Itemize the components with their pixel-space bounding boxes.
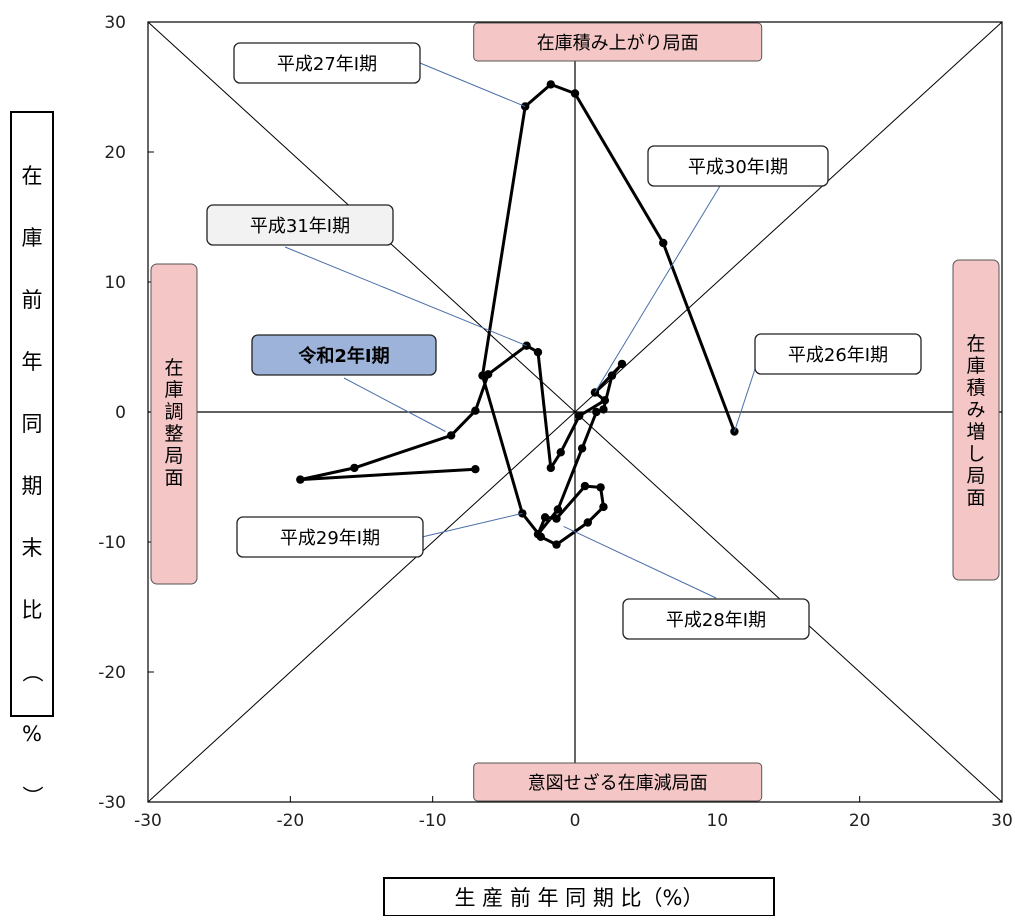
data-point	[599, 502, 608, 512]
callout-label: 平成26年Ⅰ期	[788, 345, 888, 366]
y-axis-title-char: ）	[20, 786, 44, 807]
data-point	[552, 514, 561, 523]
phase-label-top: 在庫積み上がり局面	[537, 33, 699, 54]
data-point	[575, 411, 584, 421]
data-point	[607, 371, 617, 380]
phase-label-right-char: 局	[966, 465, 985, 487]
callout-label: 平成28年Ⅰ期	[666, 610, 766, 631]
x-tick-label: 30	[991, 811, 1013, 831]
phase-label-right-box	[952, 259, 1000, 581]
data-point	[533, 348, 543, 357]
y-tick-label: 10	[104, 273, 126, 293]
callout-leader	[563, 525, 717, 599]
callout-box	[206, 204, 394, 246]
x-tick-label: 0	[570, 811, 581, 831]
data-point	[592, 407, 601, 417]
x-tick-label: 10	[707, 811, 729, 831]
data-point	[533, 530, 543, 539]
y-axis-title-char: 期	[22, 474, 43, 498]
phase-label-right-char: 庫	[966, 355, 985, 377]
x-axis-title: 生 産 前 年 同 期 比（%）	[454, 886, 703, 910]
data-point	[570, 89, 580, 98]
y-axis-title-char: 年	[22, 350, 43, 374]
phase-label-bottom: 意図せざる在庫減局面	[528, 772, 708, 794]
data-point	[659, 238, 668, 248]
data-point	[583, 518, 593, 527]
phase-label-top-box	[473, 22, 763, 62]
x-tick-label: -30	[134, 811, 162, 831]
phase-label-right-char: 在	[966, 333, 985, 355]
y-axis-title-char: 前	[22, 288, 43, 312]
y-axis-title-char: 比	[22, 598, 43, 622]
y-axis-title-char: %	[22, 722, 42, 746]
y-axis-title-char: 庫	[22, 226, 43, 250]
data-point	[471, 465, 480, 474]
callout-box	[233, 42, 421, 84]
data-point	[577, 444, 587, 453]
data-point	[553, 505, 563, 514]
data-point	[471, 406, 480, 415]
callout-leader	[594, 185, 721, 393]
data-point	[446, 431, 456, 440]
data-point	[552, 540, 561, 549]
callout-label: 平成31年Ⅰ期	[250, 216, 350, 237]
phase-label-right-char: し	[966, 443, 985, 465]
data-point	[540, 513, 550, 522]
x-axis-title-box	[383, 877, 775, 917]
phase-label-right-char: 増	[966, 421, 985, 443]
y-tick-label: 30	[104, 13, 126, 33]
y-axis-title-char: 同	[22, 412, 43, 436]
y-tick-label: 0	[115, 403, 126, 423]
callout-box	[236, 516, 424, 558]
data-point	[350, 463, 359, 473]
data-point	[483, 370, 493, 379]
data-point	[600, 396, 610, 405]
callout-box	[754, 333, 922, 375]
phase-label-left-char: 面	[164, 467, 183, 489]
phase-label-right-char: み	[966, 399, 985, 421]
data-point	[617, 359, 627, 369]
phase-label-left-char: 整	[164, 423, 183, 445]
phase-label-right-char: 面	[966, 487, 985, 509]
data-point	[546, 463, 556, 473]
callout-label: 平成29年Ⅰ期	[280, 528, 380, 549]
phase-label-left-char: 局	[164, 445, 183, 467]
x-tick-label: 20	[849, 811, 871, 831]
phase-label-left-box	[150, 263, 198, 585]
data-point	[556, 448, 565, 457]
y-axis-title-char: 末	[22, 536, 43, 560]
callout-label: 令和2年Ⅰ期	[297, 345, 389, 367]
y-tick-label: -30	[98, 793, 126, 813]
phase-label-left-char: 調	[164, 401, 183, 423]
data-point	[580, 481, 590, 491]
data-point	[546, 80, 556, 89]
y-axis-title-char: （	[20, 662, 44, 683]
phase-label-left-char: 在	[164, 357, 183, 379]
phase-label-right-char: 積	[966, 377, 985, 399]
callout-box	[622, 598, 810, 640]
callout-leader	[284, 246, 527, 347]
y-tick-label: -10	[98, 533, 126, 553]
callout-leader	[419, 62, 526, 107]
phase-label-bottom-box	[473, 762, 763, 802]
data-point	[596, 483, 605, 492]
data-point	[599, 405, 608, 414]
callout-leader	[421, 512, 523, 538]
data-point	[296, 475, 305, 484]
x-tick-label: -20	[276, 811, 304, 831]
x-tick-label: -10	[419, 811, 447, 831]
callout-label: 平成30年Ⅰ期	[688, 157, 788, 178]
callout-box	[647, 145, 829, 187]
y-tick-label: 20	[104, 143, 126, 163]
y-tick-label: -20	[98, 663, 126, 683]
y-axis-title-char: 在	[22, 164, 43, 188]
y-axis-title-box	[10, 111, 54, 717]
callout-label: 平成27年Ⅰ期	[277, 54, 377, 75]
callout-box	[251, 334, 437, 376]
callout-leader	[343, 377, 446, 432]
phase-label-left-char: 庫	[164, 379, 183, 401]
